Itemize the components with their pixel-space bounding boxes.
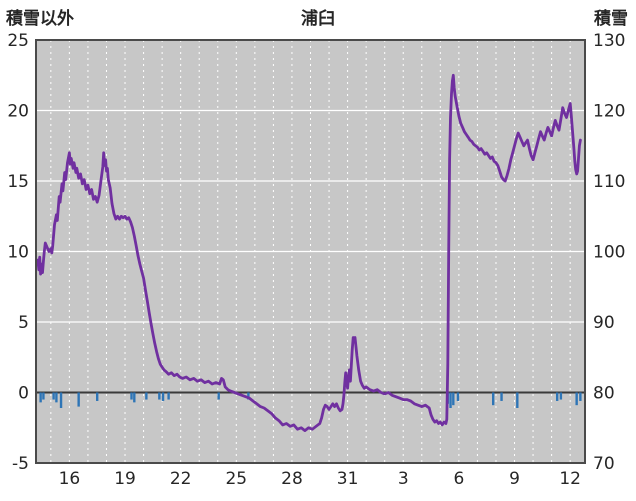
right-axis-tick-label: 120 bbox=[593, 102, 625, 122]
right-axis-tick-label: 100 bbox=[593, 243, 625, 263]
x-axis-tick-label: 3 bbox=[398, 469, 409, 489]
x-axis-tick-label: 22 bbox=[170, 469, 192, 489]
left-axis-tick-label: 0 bbox=[18, 384, 29, 404]
right-axis-tick-label: 110 bbox=[593, 172, 625, 192]
x-axis-tick-label: 9 bbox=[509, 469, 520, 489]
left-axis-tick-label: 10 bbox=[7, 243, 29, 263]
left-axis-tick-label: 15 bbox=[7, 172, 29, 192]
x-axis-tick-label: 19 bbox=[114, 469, 136, 489]
right-axis-title: 積雪 bbox=[594, 9, 628, 29]
x-axis-tick-label: 6 bbox=[453, 469, 464, 489]
x-axis-tick-label: 28 bbox=[281, 469, 303, 489]
x-axis-tick-label: 25 bbox=[225, 469, 247, 489]
snow-depth-line bbox=[36, 73, 582, 433]
x-axis-tick-label: 31 bbox=[337, 469, 359, 489]
left-axis-tick-label: -5 bbox=[12, 454, 29, 474]
right-axis-tick-label: 130 bbox=[593, 31, 625, 51]
left-axis-title: 積雪以外 bbox=[6, 9, 74, 29]
right-axis-tick-label: 70 bbox=[593, 454, 615, 474]
x-axis-tick-label: 12 bbox=[559, 469, 581, 489]
plot-frame bbox=[35, 39, 586, 464]
left-axis-tick-label: 25 bbox=[7, 31, 29, 51]
x-axis-tick-label: 16 bbox=[59, 469, 81, 489]
left-axis-tick-label: 5 bbox=[18, 313, 29, 333]
chart-title: 浦臼 bbox=[301, 9, 335, 29]
left-axis-tick-label: 20 bbox=[7, 102, 29, 122]
right-axis-tick-label: 90 bbox=[593, 313, 615, 333]
right-axis-tick-label: 80 bbox=[593, 384, 615, 404]
